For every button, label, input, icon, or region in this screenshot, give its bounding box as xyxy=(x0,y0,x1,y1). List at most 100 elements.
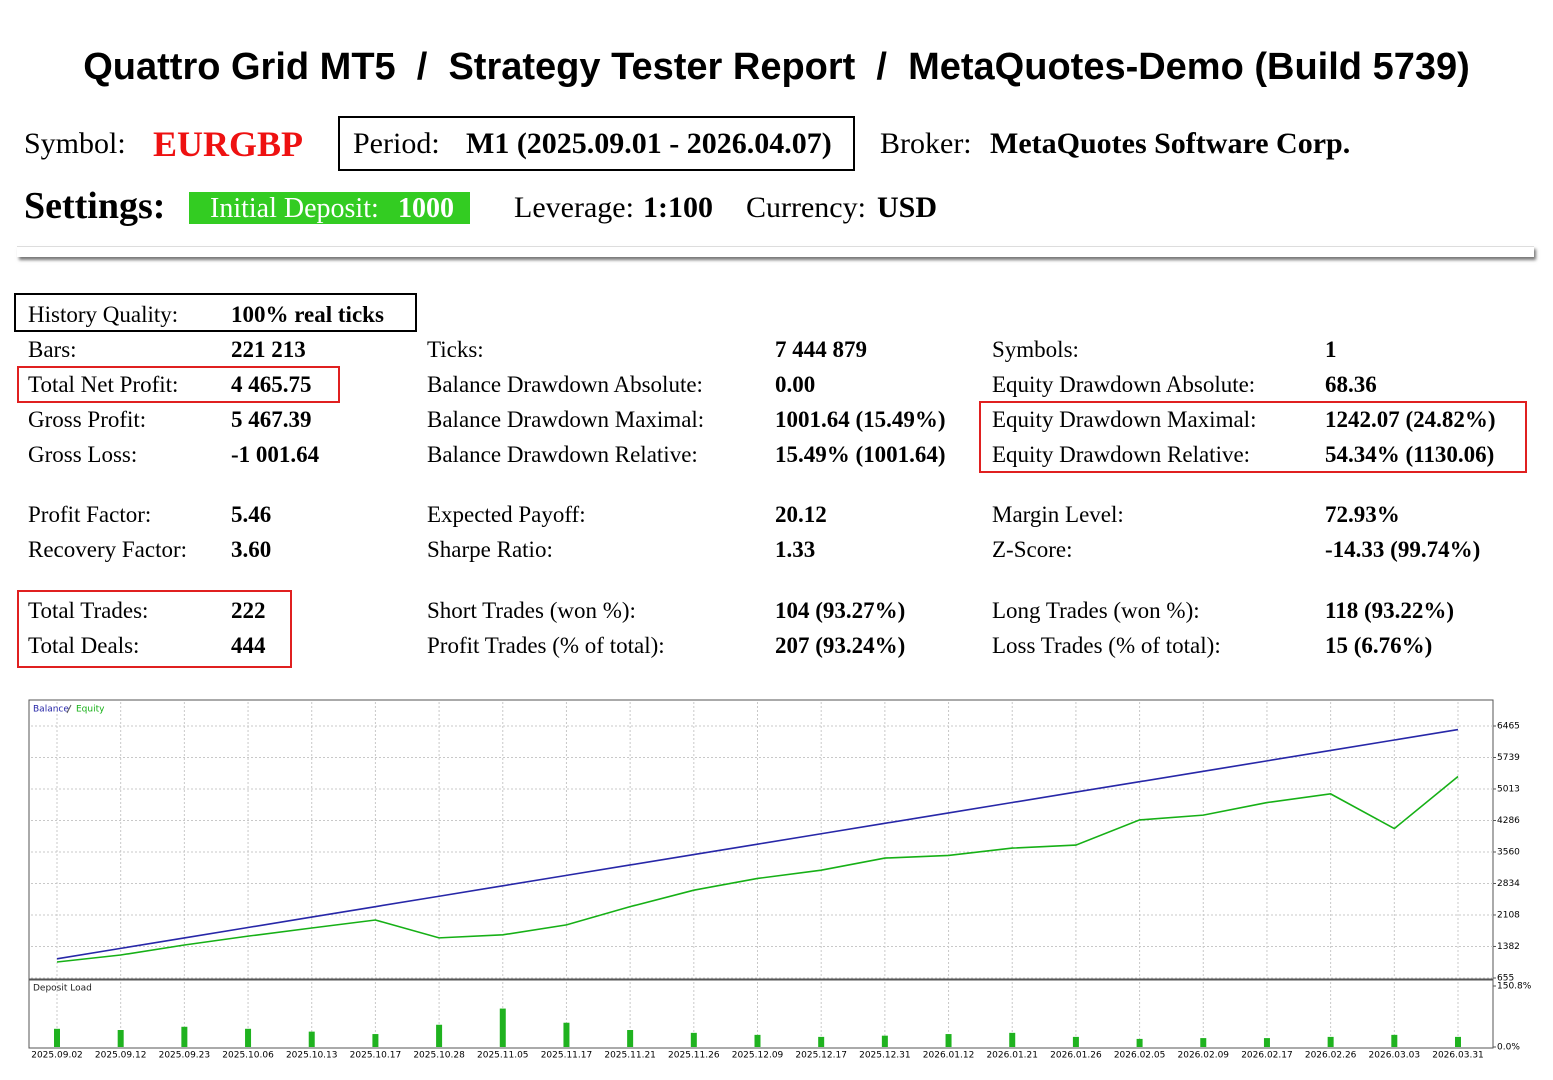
stat-value: 4 465.75 xyxy=(231,372,312,397)
legend-entry: Balance xyxy=(33,705,69,715)
y-tick-label: 6465 xyxy=(1497,722,1520,732)
period-box xyxy=(338,116,855,171)
stat-label: Balance Drawdown Absolute: xyxy=(427,372,703,397)
x-tick-label: 2026.02.26 xyxy=(1305,1051,1357,1061)
stat-value: 7 444 879 xyxy=(775,337,867,362)
stat-label: Equity Drawdown Absolute: xyxy=(992,372,1256,397)
bar xyxy=(54,1028,60,1047)
stat-value: 1.33 xyxy=(775,537,816,562)
stat-label: Loss Trades (% of total): xyxy=(992,633,1221,658)
stat-label: Expected Payoff: xyxy=(427,502,586,527)
bar xyxy=(754,1034,761,1047)
stat-label: Z-Score: xyxy=(992,537,1073,562)
period-value: M1 (2025.09.01 - 2026.04.07) xyxy=(466,127,832,160)
stat-label: Gross Loss: xyxy=(28,442,138,467)
chart-frame xyxy=(28,699,1494,1049)
stat-value: 1001.64 (15.49%) xyxy=(775,407,946,432)
stat-value: 1 xyxy=(1325,337,1337,362)
x-tick-label: 2025.09.23 xyxy=(159,1051,211,1061)
bar xyxy=(881,1035,888,1047)
bar xyxy=(308,1031,315,1047)
highlight-box xyxy=(979,401,1527,473)
x-tick-label: 2025.11.21 xyxy=(604,1051,656,1061)
y-tick-label: 2108 xyxy=(1497,910,1520,920)
bar xyxy=(1327,1036,1334,1047)
x-tick-label: 2025.10.17 xyxy=(350,1051,402,1061)
bar xyxy=(499,1008,506,1047)
bar xyxy=(372,1034,379,1047)
stat-label: Gross Profit: xyxy=(28,407,147,432)
currency-label: Currency: xyxy=(746,191,866,224)
y-tick-label: 2834 xyxy=(1497,879,1520,889)
bar xyxy=(563,1022,570,1047)
leverage-label: Leverage: xyxy=(514,191,634,224)
bar xyxy=(245,1028,252,1047)
stat-value: 54.34% (1130.06) xyxy=(1325,442,1495,467)
y-tick-label: 150.8% xyxy=(1497,982,1532,992)
stat-label: Profit Factor: xyxy=(28,502,152,527)
stat-label: Profit Trades (% of total): xyxy=(427,633,665,658)
stat-value: 5 467.39 xyxy=(231,407,312,432)
x-tick-label: 2026.01.21 xyxy=(986,1051,1038,1061)
currency-value: USD xyxy=(877,191,938,224)
bar xyxy=(181,1026,188,1047)
highlight-box xyxy=(17,366,340,403)
stat-label: Bars: xyxy=(28,337,77,362)
report-title: Quattro Grid MT5 / Strategy Tester Repor… xyxy=(83,46,1470,88)
stat-value: 15.49% (1001.64) xyxy=(775,442,946,467)
deposit-label: Initial Deposit: xyxy=(210,193,379,224)
stat-label: Sharpe Ratio: xyxy=(427,537,553,562)
x-tick-label: 2025.12.09 xyxy=(732,1051,784,1061)
stat-label: Total Net Profit: xyxy=(28,372,179,397)
y-tick-label: 4286 xyxy=(1497,816,1520,826)
stat-value: 0.00 xyxy=(775,372,816,397)
stat-label: Total Trades: xyxy=(28,598,149,623)
stat-value: 222 xyxy=(231,598,266,623)
bar xyxy=(690,1032,697,1047)
x-tick-label: 2025.10.06 xyxy=(222,1051,274,1061)
broker-value: MetaQuotes Software Corp. xyxy=(990,127,1351,160)
stat-label: Margin Level: xyxy=(992,502,1124,527)
highlight-box xyxy=(17,590,292,668)
stat-label: Balance Drawdown Relative: xyxy=(427,442,698,467)
stat-value: 207 (93.24%) xyxy=(775,633,906,658)
stat-value: -14.33 (99.74%) xyxy=(1325,537,1481,562)
stat-label: Equity Drawdown Relative: xyxy=(992,442,1251,467)
x-tick-label: 2026.03.31 xyxy=(1432,1051,1484,1061)
y-tick-label: 0.0% xyxy=(1497,1043,1520,1053)
bar xyxy=(117,1030,124,1047)
bar xyxy=(1136,1038,1143,1047)
stat-value: 444 xyxy=(231,633,266,658)
stat-label: Long Trades (won %): xyxy=(992,598,1200,623)
bar xyxy=(627,1030,634,1047)
bar xyxy=(1009,1032,1016,1047)
y-tick-label: 5013 xyxy=(1497,784,1520,794)
x-tick-label: 2026.02.17 xyxy=(1241,1051,1293,1061)
legend-entry: Equity xyxy=(76,705,105,715)
stat-value: 15 (6.76%) xyxy=(1325,633,1433,658)
stat-value: 1242.07 (24.82%) xyxy=(1325,407,1496,432)
x-tick-label: 2025.12.31 xyxy=(859,1051,911,1061)
y-tick-label: 655 xyxy=(1497,974,1514,984)
bar xyxy=(1200,1038,1207,1047)
symbol-label: Symbol: xyxy=(24,127,126,160)
stat-value: 68.36 xyxy=(1325,372,1377,397)
deposit-box xyxy=(189,192,470,224)
x-tick-label: 2025.10.28 xyxy=(413,1051,465,1061)
stat-value: -1 001.64 xyxy=(231,442,320,467)
x-tick-label: 2026.02.05 xyxy=(1114,1051,1166,1061)
separator-bar xyxy=(17,246,1534,257)
period-label: Period: xyxy=(353,127,440,160)
history-quality-box xyxy=(14,293,417,332)
x-tick-label: 2025.11.17 xyxy=(541,1051,593,1061)
y-tick-label: 5739 xyxy=(1497,753,1520,763)
settings-label: Settings: xyxy=(24,185,166,227)
x-tick-label: 2025.11.05 xyxy=(477,1051,529,1061)
x-tick-label: 2025.09.02 xyxy=(31,1051,83,1061)
x-tick-label: 2026.01.12 xyxy=(923,1051,975,1061)
x-tick-label: 2025.10.13 xyxy=(286,1051,338,1061)
x-tick-label: 2025.09.12 xyxy=(95,1051,147,1061)
stat-label: Ticks: xyxy=(427,337,484,362)
stat-value: 20.12 xyxy=(775,502,827,527)
